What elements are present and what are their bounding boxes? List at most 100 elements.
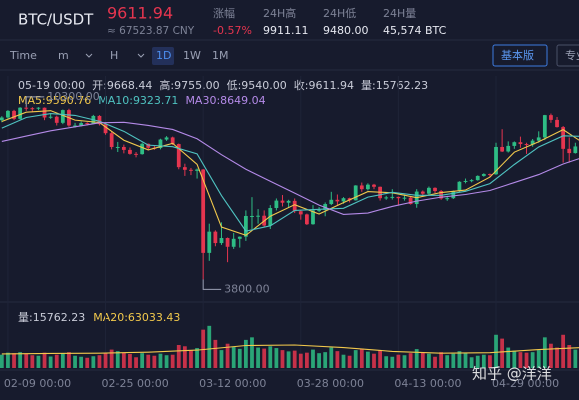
volume-bar: [219, 350, 224, 368]
interval-tab[interactable]: m: [58, 49, 69, 62]
volume-bar: [262, 348, 267, 368]
candle-body: [250, 215, 254, 217]
volume-bar: [12, 353, 16, 368]
x-tick-label: 04-29 00:00: [492, 377, 559, 390]
candle-body: [298, 211, 303, 215]
stat-label: 24H低: [323, 7, 356, 20]
volume-bar: [201, 329, 206, 368]
volume-bar: [18, 352, 23, 368]
candle-body: [109, 133, 114, 147]
volume-bar: [109, 349, 114, 368]
candle-body: [396, 196, 401, 199]
stat-value: -0.57%: [213, 24, 252, 37]
candle-body: [530, 140, 535, 145]
candle-body: [140, 143, 145, 155]
ohlc-info: 量:15762.23: [361, 79, 428, 92]
volume-bar: [121, 352, 126, 368]
candle-body: [231, 238, 236, 247]
stat-value: 9480.00: [323, 24, 369, 37]
interval-tab[interactable]: 1D: [156, 49, 171, 62]
toggle-label[interactable]: 基本版: [501, 48, 534, 62]
x-tick-label: 02-25 00:00: [102, 377, 169, 390]
candle-body: [280, 200, 285, 203]
candle-body: [164, 137, 169, 140]
toolbar: Time m H 1D 1W 1M 基本版 专业: [9, 44, 579, 67]
candle-body: [512, 142, 517, 146]
candle-body: [555, 119, 559, 128]
volume-bar: [207, 325, 212, 368]
candle-body: [549, 115, 553, 120]
interval-tab[interactable]: 1M: [212, 49, 229, 62]
candle-body: [494, 146, 498, 175]
ma-legend: MA30:8649.04: [185, 94, 265, 107]
candle-body: [488, 174, 492, 176]
interval-tab[interactable]: Time: [9, 49, 37, 62]
volume-bar: [439, 352, 444, 368]
toggle-button[interactable]: [492, 44, 548, 67]
candle-body: [292, 200, 297, 212]
ma-legend: MA10:9323.71: [98, 94, 178, 107]
candle-body: [384, 197, 389, 199]
volume-bar: [506, 347, 511, 368]
interval-tab[interactable]: 1W: [183, 49, 201, 62]
volume-bar: [176, 345, 181, 368]
candle-body: [73, 125, 77, 127]
volume-bar: [67, 352, 71, 368]
candle-body: [237, 236, 242, 239]
candle-body: [286, 200, 291, 203]
volume-bar: [274, 348, 279, 368]
candle-body: [311, 210, 315, 225]
candle-body: [402, 197, 407, 199]
candle-body: [469, 180, 474, 182]
toggle-label[interactable]: 专业: [565, 48, 579, 62]
candle-body: [60, 110, 65, 123]
volume-bar: [36, 355, 41, 368]
candle-body: [201, 169, 206, 253]
watermark: 知乎 @洋洋: [472, 365, 552, 383]
volume-bar: [317, 353, 321, 368]
volume-bar: [268, 346, 273, 368]
candle-body: [97, 115, 102, 125]
volume-bar: [396, 354, 401, 368]
volume-ma-legend: MA20:63033.43: [93, 311, 180, 324]
volume-bar: [390, 356, 395, 368]
volume-bar: [292, 350, 297, 368]
candle-body: [366, 184, 370, 190]
volume-bar: [378, 350, 382, 368]
candle-body: [146, 143, 151, 148]
toggle-button[interactable]: [556, 44, 579, 67]
volume-bar: [91, 356, 96, 368]
volume-bar: [54, 354, 59, 368]
candle-body: [481, 174, 486, 176]
volume-bar: [481, 354, 486, 368]
volume-bar: [231, 347, 236, 368]
active-tab-bg: [152, 47, 174, 65]
candle-body: [158, 139, 163, 149]
volume-bar: [353, 350, 358, 368]
candle-body: [18, 107, 23, 119]
volume-bar: [73, 355, 77, 368]
candle-body: [408, 197, 413, 205]
candle-body: [524, 144, 529, 146]
volume-bar: [195, 348, 199, 368]
candle-body: [79, 123, 84, 126]
volume-bar: [335, 351, 340, 368]
candle-body: [329, 199, 334, 205]
candle-body: [128, 149, 132, 154]
candle-body: [30, 108, 35, 110]
candle-body: [542, 115, 547, 138]
candle-body: [573, 146, 578, 154]
candle-body: [176, 144, 181, 168]
candle-body: [475, 175, 480, 181]
candle-body: [85, 123, 90, 125]
candle-body: [451, 191, 456, 199]
volume-bar: [237, 348, 242, 368]
candle-body: [195, 169, 199, 171]
volume-bar: [433, 356, 437, 368]
candle-body: [506, 145, 511, 152]
stat-value: 9911.11: [263, 24, 309, 37]
stat-label: 涨幅: [213, 7, 235, 20]
interval-tab[interactable]: H: [110, 49, 118, 62]
